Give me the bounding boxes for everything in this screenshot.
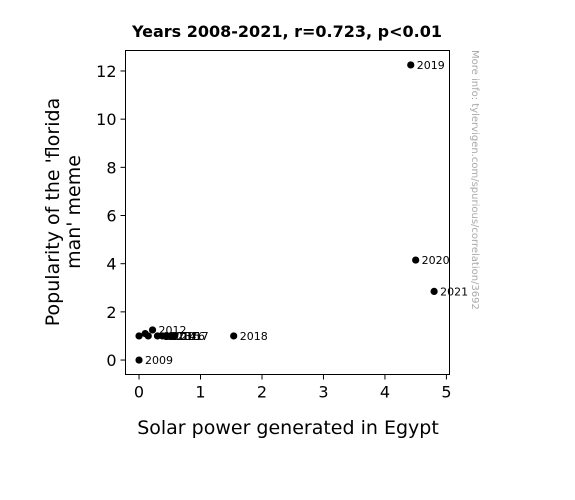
y-tick-label: 2 (106, 303, 116, 322)
y-tick-label: 12 (96, 62, 116, 81)
data-point-label: 2012 (159, 324, 187, 337)
y-tick-label: 4 (106, 255, 116, 274)
chart-title: Years 2008-2021, r=0.723, p<0.01 (131, 22, 442, 41)
data-point-label: 2014 (168, 330, 196, 343)
credit-text: More info: tylervigen.com/spurious/corre… (469, 50, 480, 310)
data-point-label: 2015 (173, 330, 201, 343)
y-tick-label: 10 (96, 110, 116, 129)
data-point-label: 2013 (163, 330, 191, 343)
data-points (135, 61, 438, 364)
data-point (148, 326, 157, 334)
x-tick-label: 5 (441, 383, 451, 402)
y-axis-ticks: 0 2 4 6 8 10 12 (96, 62, 126, 370)
x-tick-label: 3 (318, 383, 328, 402)
x-tick-label: 0 (134, 383, 144, 402)
plot-area (125, 50, 450, 375)
x-tick-label: 2 (257, 383, 267, 402)
data-point (430, 287, 438, 295)
data-point-label: 2017 (181, 330, 209, 343)
x-tick-label: 4 (380, 383, 390, 402)
data-point (412, 256, 420, 264)
data-point-label: 2021 (440, 285, 468, 298)
y-axis-label-line-1: Popularity of the 'florida (42, 98, 64, 326)
data-point-label: 2018 (240, 330, 268, 343)
y-tick-label: 6 (106, 207, 116, 226)
data-point (144, 332, 152, 340)
x-axis-ticks: 0 1 2 3 4 5 (134, 374, 452, 402)
data-point (135, 356, 143, 364)
data-point (230, 332, 238, 340)
data-point (407, 61, 415, 69)
y-tick-label: 0 (106, 351, 116, 370)
data-point-label: 2020 (422, 254, 450, 267)
y-axis-label-line-2: man' meme (63, 155, 85, 269)
data-point-label: 2016 (177, 330, 205, 343)
data-point (153, 332, 162, 340)
data-point (171, 332, 179, 340)
data-point-label: 2019 (417, 59, 445, 72)
x-axis-label: Solar power generated in Egypt (137, 417, 439, 439)
data-point (135, 332, 143, 340)
y-tick-label: 8 (106, 158, 116, 177)
data-point-label: 2009 (145, 354, 173, 367)
x-tick-label: 1 (195, 383, 205, 402)
